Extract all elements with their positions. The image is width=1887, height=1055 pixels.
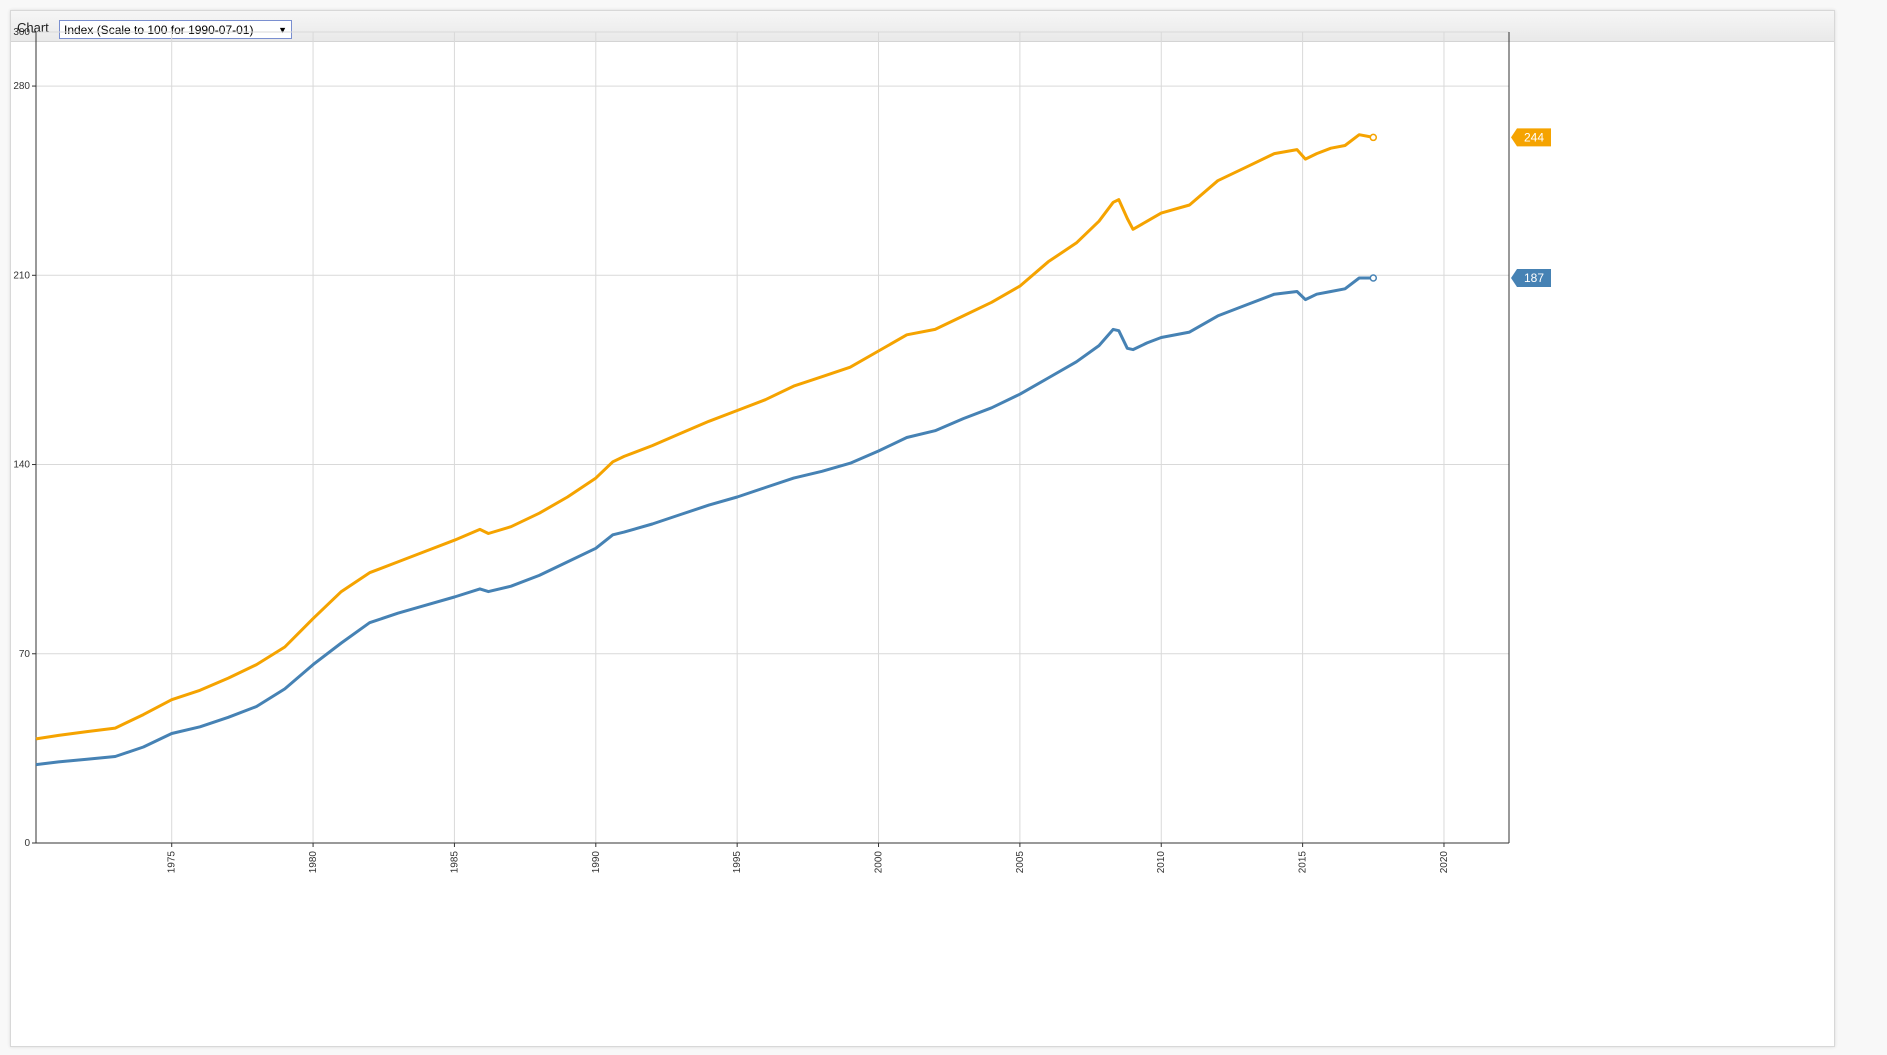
- y-tick-label: 70: [19, 649, 31, 660]
- y-tick-label: 300: [13, 27, 30, 38]
- series-line-244: [35, 133, 1374, 741]
- y-tick-label: 0: [24, 838, 30, 849]
- series-line-187: [35, 276, 1374, 767]
- scale-select[interactable]: Index (Scale to 100 for 1990-07-01) ▼: [59, 20, 292, 39]
- scale-select-value: Index (Scale to 100 for 1990-07-01): [64, 23, 254, 37]
- series-end-point: [1369, 274, 1378, 282]
- x-tick-label: 2020: [1439, 851, 1450, 874]
- chevron-down-icon: ▼: [278, 25, 287, 35]
- x-tick-label: 1985: [449, 851, 460, 874]
- x-tick-label: 1995: [732, 851, 743, 874]
- series-end-point: [1369, 133, 1378, 142]
- chart-panel: Chart Index (Scale to 100 for 1990-07-01…: [10, 10, 1835, 1047]
- y-tick-label: 210: [13, 270, 30, 281]
- end-value-flag: [1511, 269, 1551, 288]
- x-tick-label: 1990: [591, 851, 602, 874]
- x-tick-label: 1975: [167, 851, 178, 874]
- x-tick-label: 2010: [1156, 851, 1167, 874]
- x-tick-label: 1980: [308, 851, 319, 874]
- y-tick-label: 280: [13, 81, 30, 92]
- end-value-label: 187: [1524, 271, 1544, 285]
- chart-toolbar: Chart Index (Scale to 100 for 1990-07-01…: [11, 11, 1834, 42]
- end-value-flag: [1511, 128, 1551, 147]
- chart-label: Chart: [17, 20, 49, 35]
- end-value-label: 244: [1524, 130, 1544, 144]
- x-tick-label: 2015: [1298, 851, 1309, 874]
- x-tick-label: 2000: [874, 851, 885, 874]
- line-chart: 0 70 140 210 280 300 1975 1980 1985 1990 1995 2000 2…: [13, 27, 1551, 874]
- x-tick-label: 2005: [1015, 851, 1026, 874]
- y-tick-label: 140: [13, 460, 30, 471]
